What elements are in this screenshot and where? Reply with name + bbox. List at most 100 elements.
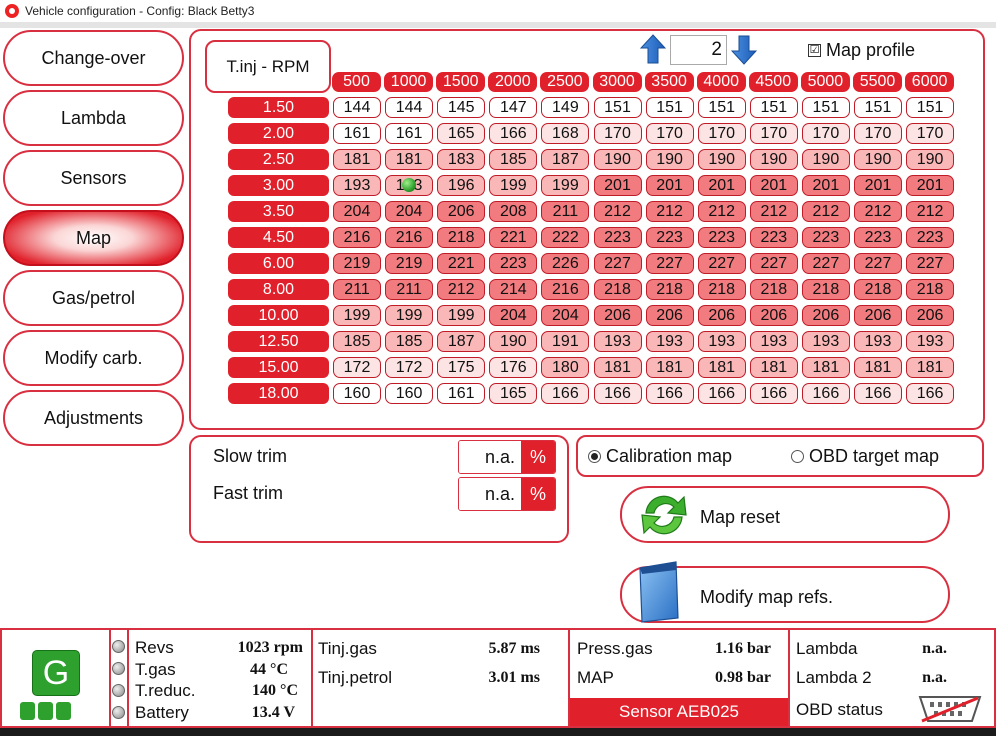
map-cell[interactable]: 151 [749, 97, 798, 118]
map-cell[interactable]: 201 [749, 175, 798, 196]
map-cell[interactable]: 212 [906, 201, 955, 222]
map-cell[interactable]: 181 [906, 357, 955, 378]
map-cell[interactable]: 144 [333, 97, 381, 118]
map-cell[interactable]: 201 [801, 175, 850, 196]
map-cell[interactable]: 223 [645, 227, 694, 248]
map-cell[interactable]: 151 [697, 97, 746, 118]
map-reset-button[interactable]: Map reset [620, 486, 950, 543]
map-cell[interactable]: 161 [385, 123, 434, 144]
nav-gas-petrol-button[interactable]: Gas/petrol [3, 270, 184, 326]
map-cell[interactable]: 219 [333, 253, 381, 274]
map-cell[interactable]: 185 [385, 331, 434, 352]
map-cell[interactable]: 170 [906, 123, 955, 144]
nav-adjustments-button[interactable]: Adjustments [3, 390, 184, 446]
map-cell[interactable]: 183 [437, 149, 486, 170]
map-cell[interactable]: 226 [541, 253, 590, 274]
map-cell[interactable]: 219 [385, 253, 434, 274]
map-cell[interactable]: 206 [801, 305, 850, 326]
obd-target-map-radio[interactable]: OBD target map [791, 446, 939, 467]
map-cell[interactable]: 166 [645, 383, 694, 404]
map-cell[interactable]: 151 [801, 97, 850, 118]
map-cell[interactable]: 160 [333, 383, 381, 404]
map-cell[interactable]: 176 [489, 357, 538, 378]
map-cell[interactable]: 161 [437, 383, 486, 404]
map-cell[interactable]: 199 [385, 305, 434, 326]
map-cell[interactable]: 149 [541, 97, 590, 118]
map-cell[interactable]: 227 [697, 253, 746, 274]
map-cell[interactable]: 206 [854, 305, 902, 326]
map-cell[interactable]: 216 [385, 227, 434, 248]
map-cell[interactable]: 165 [437, 123, 486, 144]
nav-change-over-button[interactable]: Change-over [3, 30, 184, 86]
map-cell[interactable]: 223 [749, 227, 798, 248]
modify-map-refs-button[interactable]: Modify map refs. [620, 561, 950, 623]
map-cell[interactable]: 181 [801, 357, 850, 378]
map-cell[interactable]: 227 [645, 253, 694, 274]
map-cell[interactable]: 218 [697, 279, 746, 300]
map-cell[interactable]: 218 [801, 279, 850, 300]
calibration-map-radio[interactable]: Calibration map [588, 446, 732, 467]
map-cell[interactable]: 218 [749, 279, 798, 300]
map-cell[interactable]: 201 [906, 175, 955, 196]
map-cell[interactable]: 212 [854, 201, 902, 222]
map-cell[interactable]: 227 [749, 253, 798, 274]
map-cell[interactable]: 227 [906, 253, 955, 274]
map-cell[interactable]: 166 [489, 123, 538, 144]
map-cell[interactable]: 151 [906, 97, 955, 118]
map-cell[interactable]: 193 [593, 331, 642, 352]
map-cell[interactable]: 185 [333, 331, 381, 352]
map-cell[interactable]: 144 [385, 97, 434, 118]
map-cell[interactable]: 221 [437, 253, 486, 274]
map-cell[interactable]: 227 [854, 253, 902, 274]
map-cell[interactable]: 190 [697, 149, 746, 170]
map-cell[interactable]: 218 [645, 279, 694, 300]
map-cell[interactable]: 166 [906, 383, 955, 404]
map-cell[interactable]: 211 [541, 201, 590, 222]
map-cell[interactable]: 190 [906, 149, 955, 170]
map-cell[interactable]: 218 [854, 279, 902, 300]
map-cell[interactable]: 145 [437, 97, 486, 118]
map-cell[interactable]: 201 [697, 175, 746, 196]
map-cell[interactable]: 170 [593, 123, 642, 144]
map-cell[interactable]: 181 [645, 357, 694, 378]
map-cell[interactable]: 206 [645, 305, 694, 326]
map-cell[interactable]: 181 [697, 357, 746, 378]
map-cell[interactable]: 190 [749, 149, 798, 170]
map-cell[interactable]: 212 [697, 201, 746, 222]
map-cell[interactable]: 212 [437, 279, 486, 300]
map-cell[interactable]: 199 [437, 305, 486, 326]
profile-number-input[interactable]: 2 [670, 35, 727, 65]
map-cell[interactable]: 187 [541, 149, 590, 170]
nav-map-button[interactable]: Map [3, 210, 184, 266]
map-cell[interactable]: 181 [749, 357, 798, 378]
map-cell[interactable]: 180 [541, 357, 590, 378]
map-cell[interactable]: 181 [854, 357, 902, 378]
map-cell[interactable]: 172 [385, 357, 434, 378]
radio-selected-icon[interactable] [588, 450, 601, 463]
map-cell[interactable]: 201 [593, 175, 642, 196]
map-cell[interactable]: 166 [593, 383, 642, 404]
map-cell[interactable]: 151 [593, 97, 642, 118]
map-cell[interactable]: 181 [333, 149, 381, 170]
map-cell[interactable]: 218 [593, 279, 642, 300]
map-cell[interactable]: 212 [749, 201, 798, 222]
nav-lambda-button[interactable]: Lambda [3, 90, 184, 146]
map-cell[interactable]: 181 [385, 149, 434, 170]
map-cell[interactable]: 165 [489, 383, 538, 404]
map-cell[interactable]: 206 [437, 201, 486, 222]
map-cell[interactable]: 168 [541, 123, 590, 144]
map-cell[interactable]: 190 [645, 149, 694, 170]
map-cell[interactable]: 170 [697, 123, 746, 144]
map-cell[interactable]: 166 [854, 383, 902, 404]
radio-unselected-icon[interactable] [791, 450, 804, 463]
nav-sensors-button[interactable]: Sensors [3, 150, 184, 206]
map-cell[interactable]: 206 [906, 305, 955, 326]
map-cell[interactable]: 175 [437, 357, 486, 378]
map-cell[interactable]: 206 [697, 305, 746, 326]
map-cell[interactable]: 193 [801, 331, 850, 352]
map-cell[interactable]: 190 [854, 149, 902, 170]
map-cell[interactable]: 223 [906, 227, 955, 248]
map-cell[interactable]: 218 [437, 227, 486, 248]
map-profile-checkbox[interactable]: ☑ Map profile [808, 40, 915, 61]
map-cell[interactable]: 166 [541, 383, 590, 404]
